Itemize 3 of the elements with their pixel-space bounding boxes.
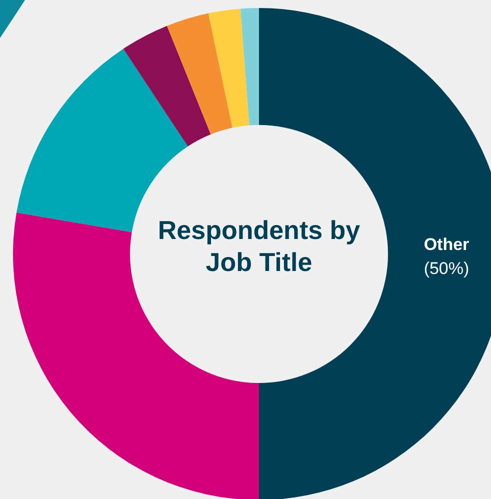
text: Respondents by Job Title bbox=[156, 214, 362, 278]
data-label: (50%) bbox=[424, 259, 470, 278]
slice-label: Other bbox=[424, 235, 470, 254]
